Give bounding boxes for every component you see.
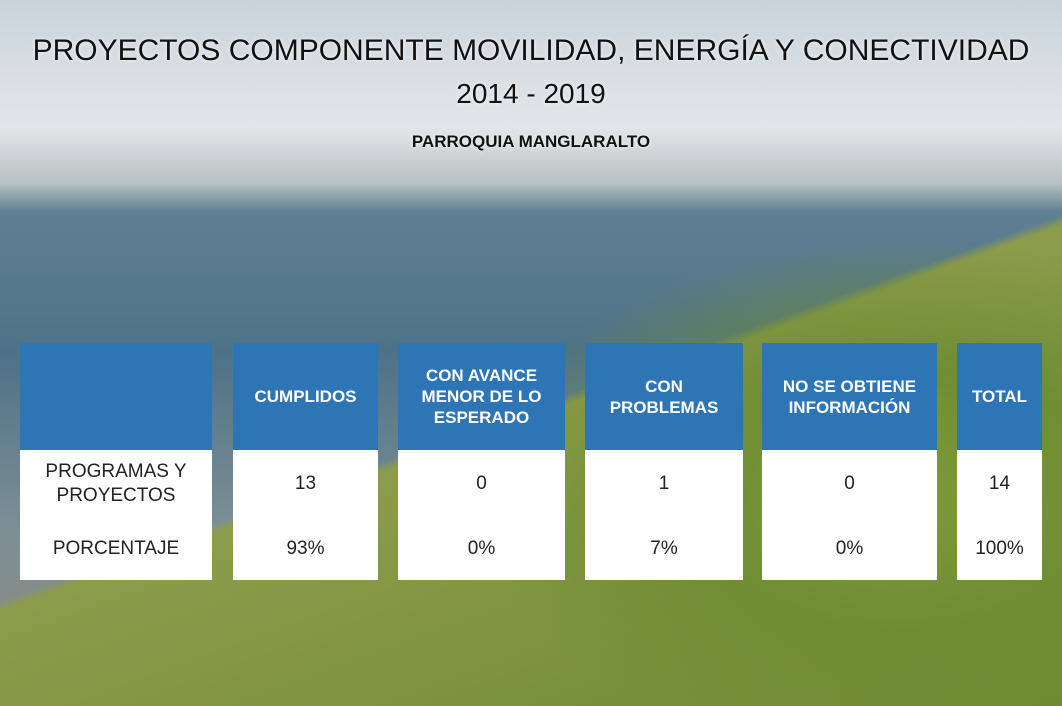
row-label: PROGRAMAS Y PROYECTOS xyxy=(20,450,212,517)
header-cell: CON AVANCE MENOR DE LO ESPERADO xyxy=(398,343,565,450)
years: 2014 - 2019 xyxy=(456,78,606,109)
header-cell: TOTAL xyxy=(957,343,1042,450)
cell: 93% xyxy=(233,517,378,580)
cell: 0% xyxy=(398,517,565,580)
cell: 7% xyxy=(585,517,743,580)
cell: 100% xyxy=(957,517,1042,580)
cell: 13 xyxy=(233,450,378,517)
header-cell: NO SE OBTIENE INFORMACIÓN xyxy=(762,343,937,450)
subtitle: PARROQUIA MANGLARALTO xyxy=(411,132,651,151)
cell: 0% xyxy=(762,517,937,580)
title: PROYECTOS COMPONENTE MOVILIDAD, ENERGÍA … xyxy=(32,34,1030,67)
header-cell xyxy=(20,343,212,450)
cell: 14 xyxy=(957,450,1042,517)
header-cell: CUMPLIDOS xyxy=(233,343,378,450)
cell: 0 xyxy=(762,450,937,517)
row-label: PORCENTAJE xyxy=(20,517,212,580)
cell: 0 xyxy=(398,450,565,517)
header-cell: CON PROBLEMAS xyxy=(585,343,743,450)
cell: 1 xyxy=(585,450,743,517)
